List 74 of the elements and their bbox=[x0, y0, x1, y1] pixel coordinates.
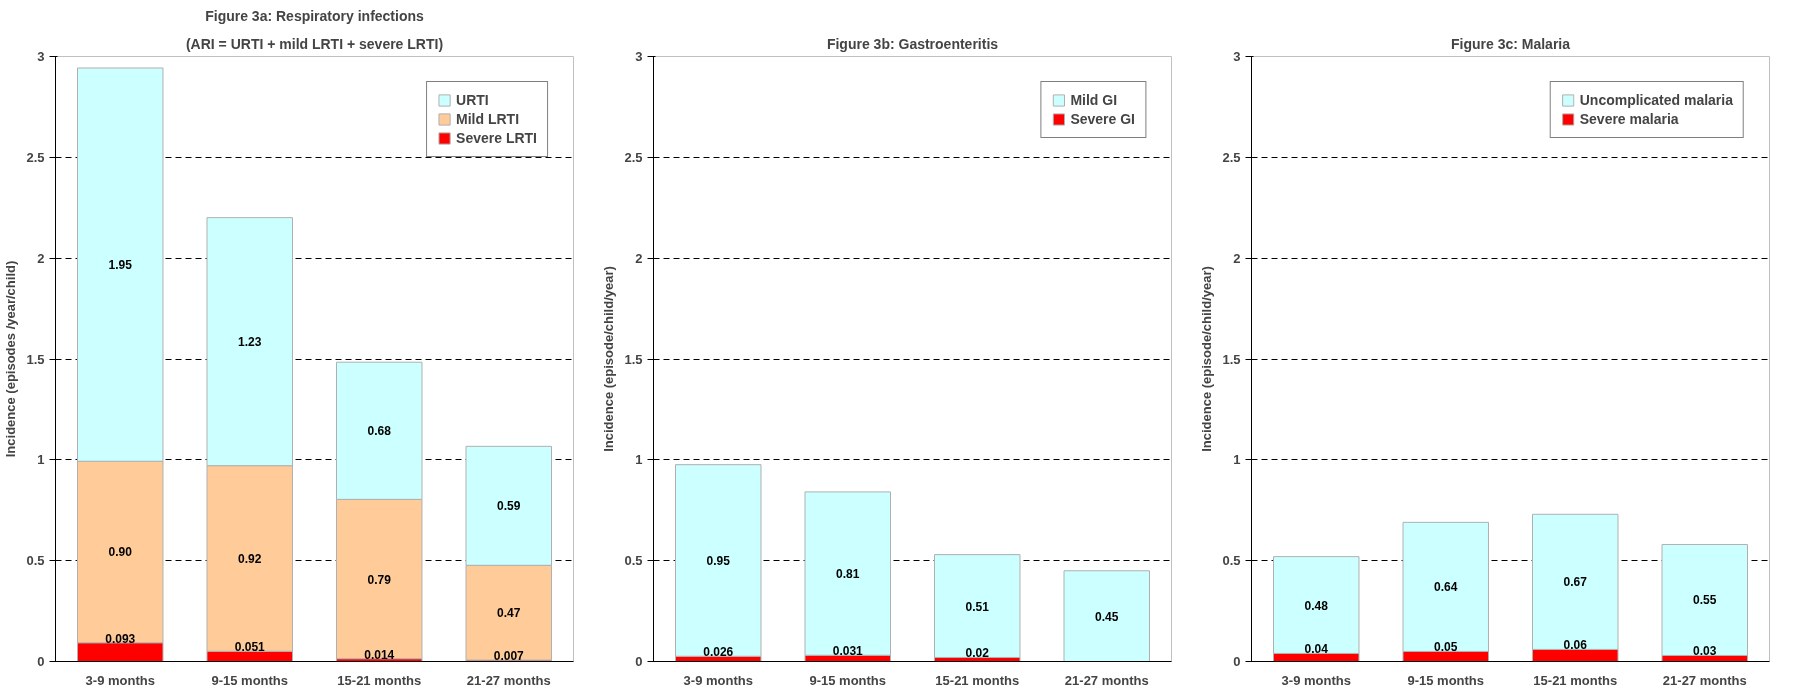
data-label: 0.45 bbox=[1095, 609, 1119, 624]
x-tick-label: 3-9 months bbox=[683, 672, 753, 688]
x-tick-label: 15-21 months bbox=[935, 672, 1020, 688]
y-tick-label: 2 bbox=[1233, 250, 1241, 266]
x-tick-label: 15-21 months bbox=[1533, 672, 1618, 688]
y-tick-label: 1.5 bbox=[26, 351, 45, 367]
data-label: 0.093 bbox=[105, 631, 136, 646]
legend-label: Severe LRTI bbox=[456, 130, 537, 146]
data-label: 0.026 bbox=[703, 645, 734, 660]
data-label: 0.95 bbox=[706, 553, 731, 568]
x-tick-label: 9-15 months bbox=[211, 672, 289, 688]
legend-label: Mild LRTI bbox=[456, 111, 520, 127]
chart-title: Figure 3b: Gastroenteritis bbox=[826, 35, 999, 52]
data-label: 0.64 bbox=[1434, 580, 1458, 595]
x-tick-label: 3-9 months bbox=[85, 672, 155, 688]
x-tick-label: 15-21 months bbox=[337, 672, 422, 688]
y-tick-label: 0.5 bbox=[26, 553, 45, 569]
legend-label: Mild GI bbox=[1070, 92, 1118, 108]
y-tick-label: 0 bbox=[1233, 654, 1241, 669]
data-label: 0.68 bbox=[367, 424, 392, 439]
data-label: 0.04 bbox=[1304, 642, 1329, 657]
y-tick-label: 1 bbox=[1233, 452, 1241, 468]
y-axis-title: Incidence (episode/child/year) bbox=[601, 266, 617, 452]
y-tick-label: 2.5 bbox=[624, 149, 643, 165]
legend-label: Uncomplicated malaria bbox=[1579, 92, 1733, 108]
data-label: 0.031 bbox=[832, 644, 864, 659]
data-label: 0.55 bbox=[1693, 593, 1717, 608]
y-tick-label: 0 bbox=[635, 654, 643, 669]
data-label: 0.67 bbox=[1563, 575, 1588, 590]
y-tick-label: 2.5 bbox=[26, 149, 45, 165]
data-label: 0.007 bbox=[493, 649, 525, 664]
data-label: 0.79 bbox=[367, 572, 392, 587]
data-label: 0.81 bbox=[836, 567, 860, 582]
y-tick-label: 0 bbox=[37, 654, 45, 669]
data-label: 0.05 bbox=[1434, 640, 1458, 655]
legend-label: Severe GI bbox=[1070, 111, 1135, 127]
y-tick-label: 2.5 bbox=[1222, 149, 1241, 165]
data-label: 0.59 bbox=[497, 499, 521, 514]
x-tick-label: 9-15 months bbox=[809, 672, 887, 688]
data-label: 0.92 bbox=[238, 551, 262, 566]
data-label: 1.23 bbox=[238, 335, 262, 350]
legend-label: URTI bbox=[456, 92, 489, 108]
data-label: 0.51 bbox=[965, 599, 990, 614]
y-tick-label: 2 bbox=[37, 250, 45, 266]
y-tick-label: 2 bbox=[635, 250, 643, 266]
y-tick-label: 1 bbox=[635, 452, 643, 468]
y-tick-label: 3 bbox=[635, 49, 643, 64]
y-tick-label: 0.5 bbox=[1222, 553, 1241, 569]
legend-label: Severe malaria bbox=[1579, 111, 1679, 127]
x-tick-label: 21-27 months bbox=[1064, 672, 1149, 688]
y-tick-label: 3 bbox=[37, 49, 45, 64]
x-tick-label: 21-27 months bbox=[466, 672, 551, 688]
x-tick-label: 3-9 months bbox=[1281, 672, 1351, 688]
chart-subtitle: (ARI = URTI + mild LRTI + severe LRTI) bbox=[185, 35, 444, 52]
x-tick-label: 21-27 months bbox=[1662, 672, 1747, 688]
data-label: 0.48 bbox=[1304, 598, 1329, 613]
data-label: 0.051 bbox=[234, 640, 266, 655]
data-label: 0.03 bbox=[1693, 644, 1717, 659]
y-tick-label: 1.5 bbox=[1222, 351, 1241, 367]
chart-title: Figure 3c: Malaria bbox=[1450, 35, 1571, 52]
x-tick-label: 9-15 months bbox=[1407, 672, 1485, 688]
data-label: 0.014 bbox=[364, 647, 395, 662]
y-tick-label: 1 bbox=[37, 452, 45, 468]
data-label: 0.02 bbox=[965, 646, 990, 661]
y-tick-label: 3 bbox=[1233, 49, 1241, 64]
y-tick-label: 1.5 bbox=[624, 351, 643, 367]
y-axis-title: Incidence (episode/child/year) bbox=[1199, 266, 1215, 452]
chart-title: Figure 3a: Respiratory infections bbox=[205, 7, 425, 24]
data-label: 0.06 bbox=[1563, 638, 1588, 653]
y-axis-title: Incidence (episodes /year/child) bbox=[3, 260, 19, 458]
data-label: 0.47 bbox=[497, 606, 521, 621]
data-label: 0.90 bbox=[108, 545, 133, 560]
data-label: 1.95 bbox=[108, 258, 133, 273]
y-tick-label: 0.5 bbox=[624, 553, 643, 569]
